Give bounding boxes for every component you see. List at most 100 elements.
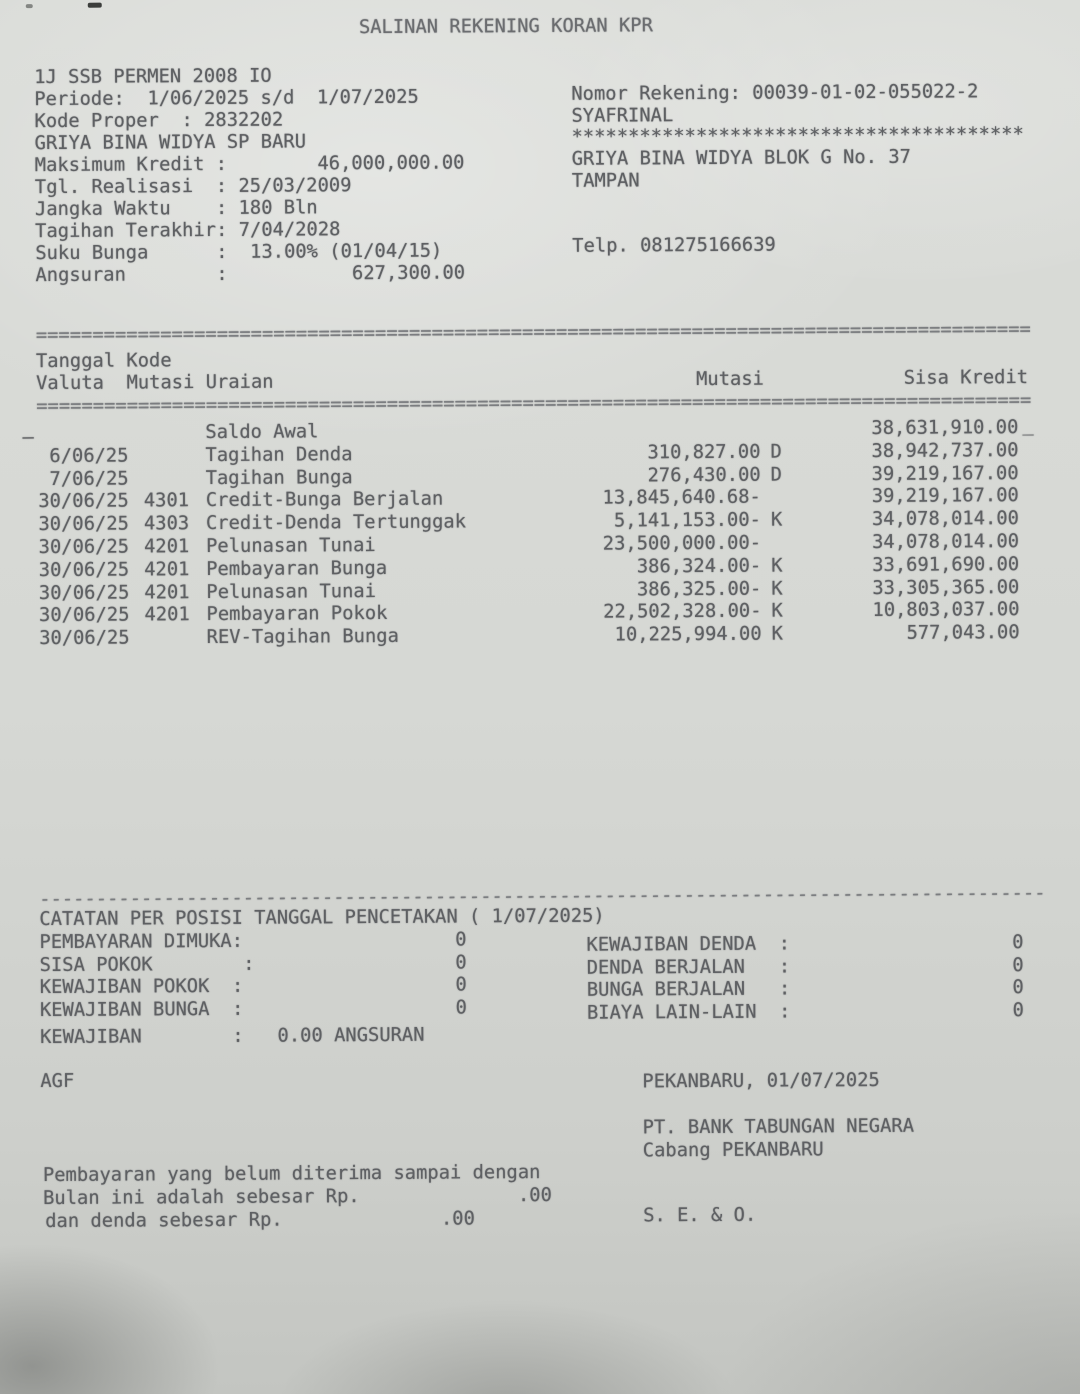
catatan-label: KEWAJIBAN POKOK : <box>39 975 244 999</box>
footer-note-line: Pembayaran yang belum diterima sampai de… <box>42 1162 541 1187</box>
catatan-row: BIAYA LAIN-LAIN : 0 <box>587 1000 1024 1025</box>
loan-info-block: 1J SSB PERMEN 2008 IO Periode: 1/06/2025… <box>0 0 1076 286</box>
catatan-value: 0 <box>1012 932 1024 954</box>
cell-sisa-kredit: 10,803,037.00 <box>872 599 1020 621</box>
catatan-row: BUNGA BERJALAN : 0 <box>587 977 1024 1002</box>
loan-info-line: Maksimum Kredit : 46,000,000.00 <box>34 152 465 177</box>
catatan-row: KEWAJIBAN BUNGA : 0 <box>40 997 467 1022</box>
loan-info-line: GRIYA BINA WIDYA SP BARU <box>34 131 307 155</box>
bank-branch: Cabang PEKANBARU <box>642 1139 824 1162</box>
catatan-value: 0 <box>1012 1000 1024 1022</box>
cell-kode: 4301 <box>143 490 190 512</box>
cell-valuta: 30/06/25 <box>38 604 130 627</box>
cell-mutasi: 386,325.00- <box>636 578 762 601</box>
cell-valuta: 30/06/25 <box>38 559 130 582</box>
footer-note-line: Bulan ini adalah sebesar Rp. .00 <box>42 1184 552 1210</box>
cell-valuta: 30/06/25 <box>38 490 129 513</box>
seo-label: S. E. & O. <box>643 1204 757 1227</box>
catatan-value: 0 <box>1012 955 1024 977</box>
cell-uraian: REV-Tagihan Bunga <box>206 625 399 649</box>
cell-mutasi: 5,141,153.00- <box>613 509 761 532</box>
table-header-row2: Valuta Mutasi Uraian <box>36 371 274 395</box>
agf-label: AGF <box>40 1070 75 1093</box>
cell-valuta <box>36 423 128 424</box>
catatan-value: 0 <box>455 974 467 996</box>
cell-valuta: 7/06/25 <box>49 468 129 490</box>
cell-uraian: Pelunasan Tunai <box>206 535 376 558</box>
margin-dash-artifact: – <box>22 427 34 449</box>
loan-info-line: Suku Bunga : 13.00% (01/04/15) <box>35 240 443 265</box>
separator-line: ========================================… <box>36 389 1032 418</box>
catatan-label: DENDA BERJALAN : <box>586 956 791 979</box>
cell-uraian: Saldo Awal <box>205 421 319 444</box>
catatan-label: PEMBAYARAN DIMUKA: <box>39 930 244 954</box>
cell-mutasi-flag: D <box>770 441 782 463</box>
loan-info-line: Tagihan Terakhir: 7/04/2028 <box>35 219 341 243</box>
cell-mutasi: 23,500,000.00- <box>602 532 762 555</box>
loan-info-line: Kode Proper : 2832202 <box>34 109 284 133</box>
catatan-value: 0 <box>455 952 467 974</box>
cell-kode: 4303 <box>143 513 190 535</box>
cell-mutasi-flag: K <box>771 623 783 645</box>
catatan-row: PEMBAYARAN DIMUKA: 0 <box>39 929 466 954</box>
catatan-label: KEWAJIBAN BUNGA : <box>39 998 244 1022</box>
catatan-row: KEWAJIBAN POKOK : 0 <box>40 974 467 999</box>
cell-sisa-kredit: 34,078,014.00 <box>871 531 1020 553</box>
footer-note-line: dan denda sebesar Rp. .00 <box>45 1208 475 1233</box>
address-line-1: GRIYA BINA WIDYA BLOK G No. 37 <box>571 146 911 170</box>
address-line-2: TAMPAN <box>571 170 640 192</box>
cell-mutasi-flag: K <box>771 600 783 622</box>
catatan-title: CATATAN PER POSISI TANGGAL PENCETAKAN ( … <box>39 905 605 931</box>
table-header-mutasi: Mutasi <box>695 368 764 391</box>
cell-valuta: 30/06/25 <box>38 582 130 605</box>
cell-sisa-kredit: 34,078,014.00 <box>871 508 1019 530</box>
catatan-label: BUNGA BERJALAN : <box>586 978 791 1001</box>
scan-artifact-mark <box>25 4 33 9</box>
cell-valuta: 30/06/25 <box>39 627 130 650</box>
catatan-label: KEWAJIBAN DENDA : <box>586 933 791 956</box>
separator-line: ========================================… <box>35 318 1031 347</box>
phone-line: Telp. 081275166639 <box>572 234 776 257</box>
scan-artifact-mark <box>87 2 102 8</box>
cell-sisa-kredit: 33,305,365.00 <box>872 577 1020 599</box>
cell-valuta: 30/06/25 <box>38 513 129 536</box>
cell-mutasi-flag: K <box>770 509 783 531</box>
loan-info-line: Angsuran : 627,300.00 <box>35 262 466 287</box>
catatan-row: KEWAJIBAN DENDA : 0 <box>586 932 1023 957</box>
cell-uraian: Tagihan Denda <box>205 444 353 467</box>
table-header-row1: Tanggal Kode <box>35 350 172 373</box>
cell-mutasi: 22,502,328.00- <box>603 600 762 623</box>
page-title: SALINAN REKENING KORAN KPR <box>358 15 653 39</box>
cell-sisa-kredit: 577,043.00 <box>906 622 1020 644</box>
account-holder-name: SYAFRINAL <box>571 105 674 127</box>
cell-mutasi: 276,430.00 <box>647 464 761 487</box>
bank-name: PT. BANK TABUNGAN NEGARA <box>642 1115 915 1139</box>
catatan-value: 0 <box>1012 977 1024 999</box>
cell-sisa-kredit: 39,219,167.00 <box>871 485 1019 507</box>
catatan-kewajiban-line: KEWAJIBAN : 0.00 ANGSURAN <box>40 1024 425 1049</box>
cell-uraian: Pembayaran Pokok <box>206 602 388 626</box>
catatan-value: 0 <box>455 997 467 1019</box>
underscore-artifact: _ <box>1022 414 1034 437</box>
loan-info-line: Jangka Waktu : 180 Bln <box>34 197 318 221</box>
cell-uraian: Pembayaran Bunga <box>206 557 388 581</box>
cell-valuta: 30/06/25 <box>38 536 130 559</box>
cell-mutasi: 10,225,994.00 <box>614 623 762 646</box>
city-date-line: PEKANBARU, 01/07/2025 <box>642 1069 880 1093</box>
cell-mutasi: 310,827.00 <box>647 441 761 464</box>
cell-kode: 4201 <box>144 536 190 558</box>
cell-kode: 4201 <box>144 604 190 626</box>
cell-sisa-kredit: 33,691,690.00 <box>872 554 1020 576</box>
cell-mutasi: 386,324.00- <box>636 555 762 578</box>
catatan-label: SISA POKOK : <box>39 953 255 977</box>
account-holder-block: Nomor Rekening: 00039-01-02-055022-2 SYA… <box>0 0 1076 256</box>
loan-info-line: Periode: 1/06/2025 s/d 1/07/2025 <box>34 86 419 111</box>
catatan-row: DENDA BERJALAN : 0 <box>587 955 1024 980</box>
cell-valuta: 6/06/25 <box>49 445 129 467</box>
loan-info-line: Tgl. Realisasi : 25/03/2009 <box>34 175 352 199</box>
cell-mutasi: 13,845,640.68- <box>602 486 761 509</box>
cell-kode: 4201 <box>144 582 190 604</box>
cell-sisa-kredit: 39,219,167.00 <box>871 463 1019 485</box>
cell-sisa-kredit: 38,631,910.00 <box>871 417 1019 439</box>
